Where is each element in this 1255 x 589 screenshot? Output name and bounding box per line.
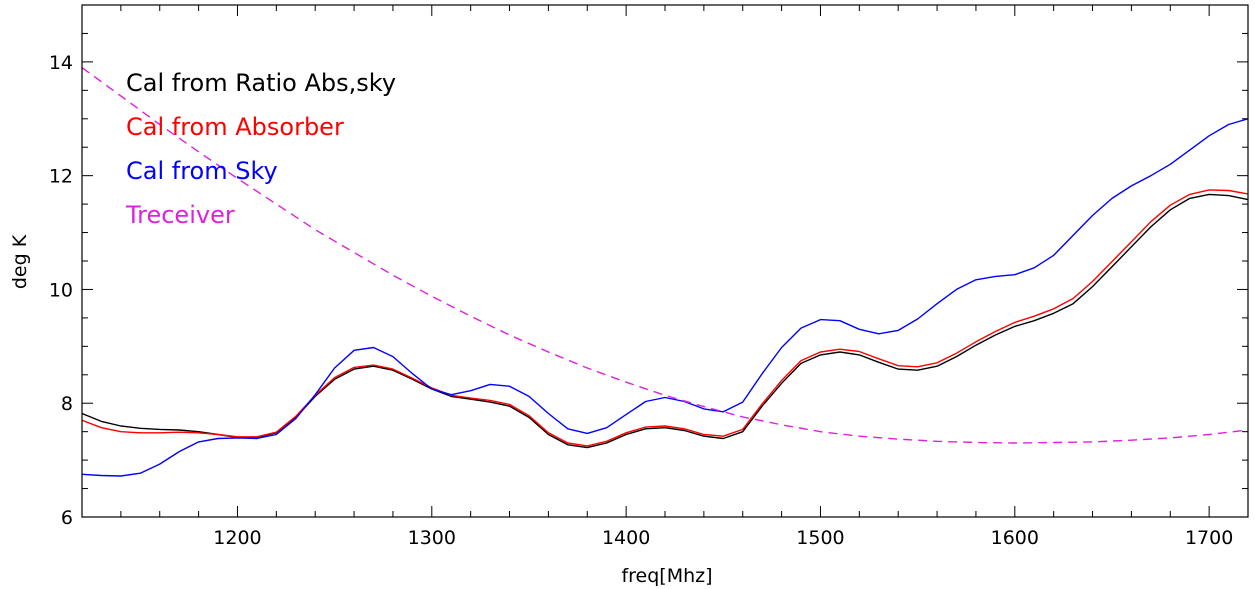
x-tick-label: 1700 — [1185, 527, 1233, 549]
x-tick-label: 1600 — [991, 527, 1039, 549]
series-line-3 — [82, 67, 1248, 444]
legend-entry-0: Cal from Ratio Abs,sky — [126, 69, 396, 97]
y-tick-label: 14 — [49, 52, 73, 74]
x-axis-title: freq[Mhz] — [621, 565, 712, 587]
x-tick-label: 1200 — [213, 527, 261, 549]
y-tick-label: 10 — [49, 279, 73, 301]
y-axis-title: deg K — [9, 234, 31, 289]
x-tick-label: 1300 — [408, 527, 456, 549]
series-line-2 — [82, 118, 1248, 477]
legend-entry-2: Cal from Sky — [126, 157, 278, 185]
legend-entry-3: Treceiver — [125, 201, 235, 229]
series-layer — [82, 67, 1248, 477]
axes-layer: 1200 1300 1400 1500 1600 1700 6 8 10 12 14 — [49, 4, 1249, 549]
x-tick-label: 1400 — [602, 527, 650, 549]
legend: Cal from Ratio Abs,sky Cal from Absorber C… — [125, 69, 396, 229]
y-tick-label: 8 — [61, 393, 73, 415]
y-tick-label: 12 — [49, 166, 73, 188]
series-line-0 — [82, 193, 1248, 449]
legend-entry-1: Cal from Absorber — [126, 113, 344, 141]
y-tick-label: 6 — [61, 507, 73, 529]
series-line-1 — [82, 189, 1248, 447]
x-tick-label: 1500 — [796, 527, 844, 549]
